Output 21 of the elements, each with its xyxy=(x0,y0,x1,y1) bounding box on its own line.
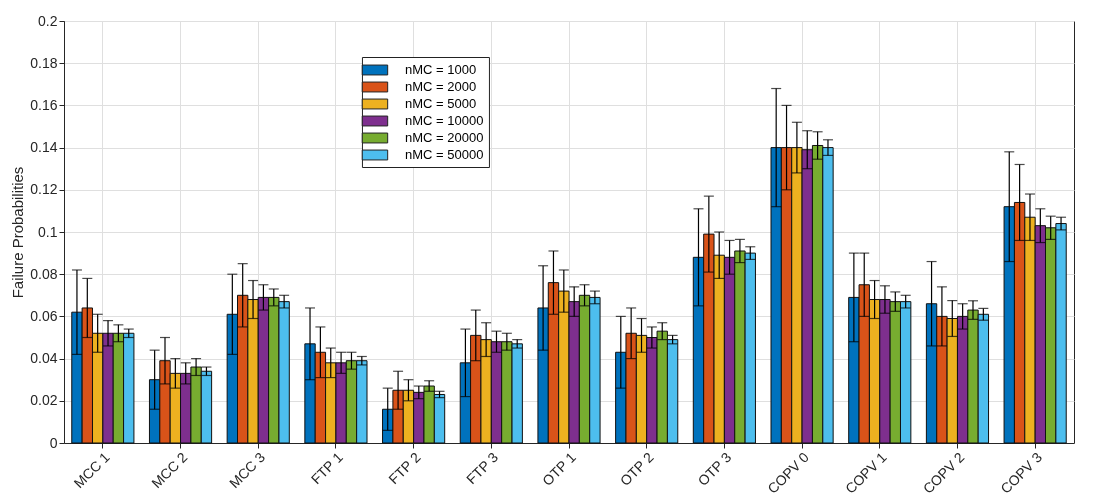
y-tick-label: 0.12 xyxy=(30,181,58,198)
legend-label: nMC = 2000 xyxy=(404,79,477,94)
y-tick-label: 0.04 xyxy=(30,350,58,367)
x-tick-label: FTP 1 xyxy=(307,448,346,488)
legend-label: nMC = 10000 xyxy=(404,113,484,128)
y-tick-label: 0.18 xyxy=(30,54,58,71)
y-axis-title: Failure Probabilities xyxy=(9,166,27,299)
y-tick-label: 0.14 xyxy=(30,139,58,156)
y-tick-label: 0.1 xyxy=(38,223,58,240)
x-tick-label: FTP 3 xyxy=(463,448,502,488)
legend-label: nMC = 5000 xyxy=(404,96,477,111)
legend-label: nMC = 20000 xyxy=(404,130,484,145)
legend-label: nMC = 50000 xyxy=(404,147,484,162)
y-tick-label: 0.2 xyxy=(38,12,58,29)
legend-label: nMC = 1000 xyxy=(404,62,477,77)
y-tick-label: 0 xyxy=(49,434,58,451)
y-tick-label: 0.02 xyxy=(30,392,58,409)
y-tick-label: 0.16 xyxy=(30,96,58,113)
x-tick-label: FTP 2 xyxy=(385,448,424,488)
y-tick-label: 0.06 xyxy=(30,307,58,324)
y-tick-label: 0.08 xyxy=(30,265,58,282)
